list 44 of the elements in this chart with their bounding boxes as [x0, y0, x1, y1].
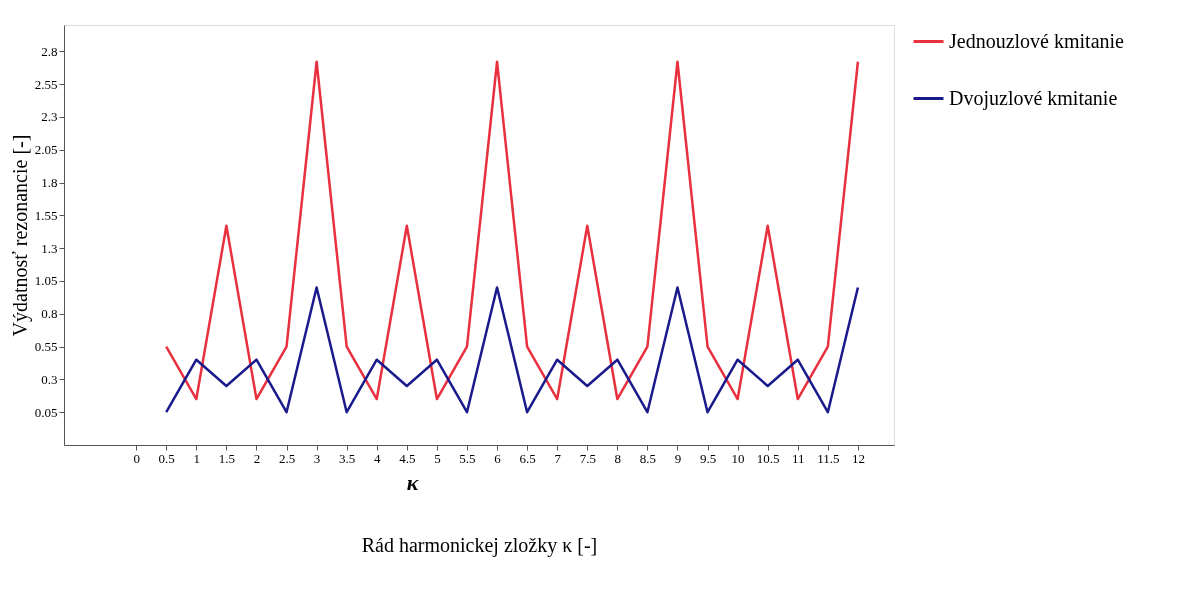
x-tick-label: 3.5: [339, 450, 356, 466]
x-tick-label: 6: [494, 450, 502, 466]
x-tick-label: 9.5: [699, 450, 717, 466]
x-tick-label: 0.5: [158, 450, 175, 466]
line-series: [165, 60, 860, 401]
y-tick-label: 1.05: [34, 273, 58, 289]
x-tick-label: 1: [193, 450, 201, 466]
x-axis-title: Rád harmonickej zložky κ [-]: [361, 533, 598, 557]
x-tick-label: 4.5: [399, 450, 416, 466]
y-tick-label: 0.55: [34, 339, 58, 355]
x-tick-label: 10.5: [756, 450, 780, 466]
x-tick-label: 4: [374, 450, 381, 466]
x-tick-label: 7.5: [579, 450, 596, 466]
y-axis-title: Výdatnosť rezonancie [-]: [8, 134, 32, 337]
x-tick-label: 11: [792, 450, 805, 466]
text: κ: [406, 470, 420, 495]
x-tick-label: 6.5: [519, 450, 536, 466]
x-tick-label: 2.5: [278, 450, 296, 466]
legend-label: Jednouzlové kmitanie: [949, 29, 1125, 52]
y-tick-label: 2.3: [41, 109, 58, 125]
line-series: [165, 286, 860, 414]
x-tick-label: 11.5: [817, 450, 840, 466]
x-tick-label: 9: [674, 450, 682, 466]
x-tick-label: 12: [851, 450, 865, 466]
legend-label: Dvojuzlové kmitanie: [949, 86, 1118, 110]
x-tick-label: 8.5: [639, 450, 657, 466]
y-tick-label: 0.3: [41, 371, 58, 387]
y-tick-label: 2.55: [34, 76, 58, 92]
x-tick-label: 5: [434, 450, 441, 466]
x-tick-label: 3: [313, 450, 321, 466]
x-tick-label: 5.5: [459, 450, 476, 466]
y-tick-label: 0.8: [41, 306, 58, 322]
y-tick-label: 2.8: [41, 43, 58, 59]
x-tick-label: 2: [253, 450, 261, 466]
y-tick-label: 2.05: [34, 142, 58, 158]
x-tick-label: 8: [614, 450, 622, 466]
y-tick-label: 1.3: [41, 240, 58, 256]
x-tick-label: 0: [133, 450, 140, 466]
x-tick-label: 10: [731, 450, 745, 466]
y-tick-label: 1.8: [41, 175, 58, 190]
x-tick-label: 7: [554, 450, 562, 466]
y-tick-label: 1.55: [34, 207, 58, 223]
y-tick-label: 0.05: [34, 404, 58, 420]
x-tick-label: 1.5: [218, 450, 236, 466]
